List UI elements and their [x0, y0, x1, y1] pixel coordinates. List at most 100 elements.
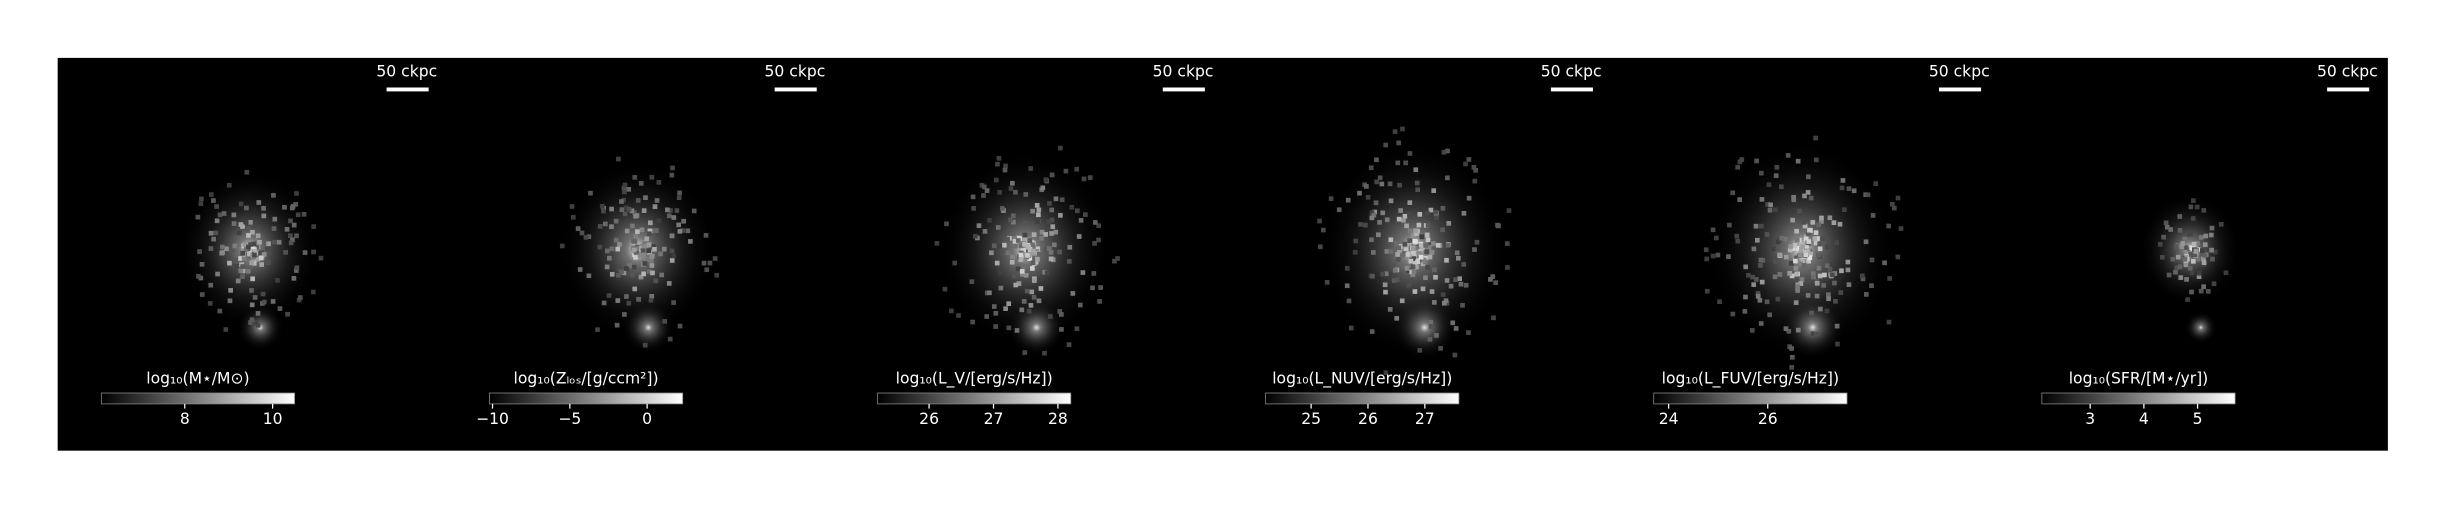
image-pixel: [1474, 239, 1480, 245]
image-pixel: [1399, 298, 1405, 304]
image-pixel: [256, 200, 262, 205]
image-pixel: [1414, 180, 1420, 186]
image-pixel: [1410, 249, 1416, 255]
image-pixel: [649, 254, 654, 260]
image-pixel: [1460, 302, 1465, 308]
image-pixel: [1320, 227, 1326, 233]
image-pixel: [1317, 244, 1323, 250]
image-pixel: [1096, 223, 1102, 229]
image-pixel: [244, 247, 249, 252]
image-pixel: [993, 177, 999, 183]
image-pixel: [1067, 244, 1073, 250]
image-pixel: [1812, 236, 1818, 241]
image-pixel: [1057, 309, 1063, 314]
image-pixel: [1383, 289, 1388, 295]
image-pixel: [1816, 252, 1821, 258]
image-pixel: [1789, 365, 1795, 370]
image-pixel: [1809, 310, 1814, 316]
image-pixel: [632, 247, 637, 253]
image-pixel: [984, 314, 990, 319]
image-pixel: [1039, 229, 1045, 235]
image-pixel: [1066, 342, 1072, 347]
image-pixel: [626, 206, 632, 212]
image-pixel: [284, 226, 290, 232]
image-pixel: [1758, 170, 1764, 176]
image-pixel: [1424, 210, 1430, 216]
image-pixel: [614, 322, 620, 328]
image-pixel: [1791, 246, 1797, 251]
image-pixel: [1444, 257, 1449, 263]
image-pixel: [1035, 219, 1040, 224]
image-pixel: [1808, 251, 1813, 257]
image-pixel: [1042, 350, 1047, 356]
image-pixel: [1505, 265, 1510, 270]
image-pixel: [605, 248, 610, 254]
image-pixel: [2183, 262, 2189, 268]
image-pixel: [241, 256, 247, 262]
image-pixel: [198, 275, 204, 281]
image-pixel: [211, 236, 216, 242]
image-pixel: [1003, 163, 1008, 169]
image-background: [57, 57, 2388, 451]
image-pixel: [1409, 252, 1415, 257]
image-pixel: [1429, 250, 1435, 255]
image-pixel: [647, 231, 652, 237]
image-pixel: [627, 263, 632, 268]
image-pixel: [1801, 263, 1807, 268]
image-pixel: [1063, 168, 1069, 174]
image-pixel: [2184, 277, 2189, 282]
image-pixel: [231, 212, 237, 218]
image-pixel: [1345, 197, 1351, 203]
image-pixel: [577, 267, 583, 272]
image-pixel: [1793, 258, 1798, 264]
image-pixel: [1430, 241, 1436, 246]
image-pixel: [238, 256, 243, 261]
image-pixel: [1805, 293, 1811, 298]
image-pixel: [219, 250, 225, 256]
image-pixel: [1779, 235, 1785, 241]
image-pixel: [1824, 308, 1830, 314]
image-pixel: [1441, 300, 1447, 306]
image-pixel: [993, 324, 999, 329]
image-pixel: [1078, 217, 1084, 223]
image-pixel: [250, 229, 255, 235]
image-pixel: [1059, 197, 1065, 203]
image-pixel: [559, 243, 565, 249]
image-pixel: [1411, 243, 1417, 249]
image-pixel: [632, 175, 638, 180]
image-pixel: [2168, 227, 2174, 232]
image-pixel: [934, 241, 940, 246]
image-pixel: [993, 310, 999, 316]
image-pixel: [1388, 198, 1394, 204]
scale-bar: [1550, 87, 1593, 92]
image-pixel: [1416, 251, 1422, 256]
image-pixel: [1834, 323, 1840, 329]
image-pixel: [1726, 254, 1731, 259]
image-pixel: [2201, 256, 2206, 262]
image-pixel: [1112, 258, 1117, 264]
image-pixel: [1012, 236, 1017, 241]
image-pixel: [1407, 238, 1412, 243]
image-pixel: [1047, 201, 1052, 206]
image-pixel: [1754, 158, 1759, 164]
image-pixel: [639, 227, 645, 233]
image-pixel: [1416, 222, 1422, 228]
image-pixel: [1336, 207, 1342, 213]
image-pixel: [633, 234, 639, 239]
image-pixel: [1757, 297, 1763, 303]
image-pixel: [1826, 296, 1831, 302]
image-pixel: [1886, 319, 1892, 325]
image-pixel: [1016, 281, 1022, 286]
image-pixel: [2164, 224, 2170, 230]
image-pixel: [1042, 269, 1048, 275]
image-pixel: [1372, 209, 1378, 215]
image-pixel: [1418, 242, 1424, 248]
image-pixel: [1791, 197, 1797, 203]
colorbar-tick-label: 28: [1048, 410, 1068, 428]
image-pixel: [1801, 220, 1807, 225]
image-pixel: [997, 189, 1003, 195]
image-pixel: [1397, 248, 1402, 254]
image-pixel: [1816, 222, 1821, 228]
image-pixel: [1374, 157, 1379, 163]
